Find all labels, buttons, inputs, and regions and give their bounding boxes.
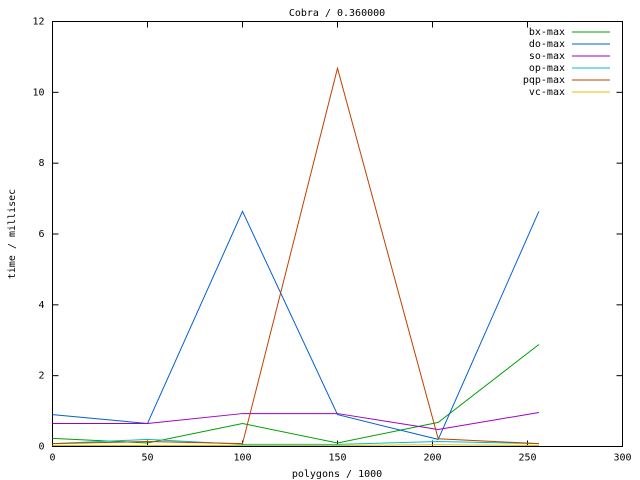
chart-title: Cobra / 0.360000 <box>289 8 385 19</box>
x-axis-label: polygons / 1000 <box>292 469 382 480</box>
y-tick-label: 8 <box>38 158 44 169</box>
series-line <box>52 412 539 431</box>
y-tick-label: 12 <box>32 17 44 28</box>
y-axis-label: time / millisec <box>7 189 18 279</box>
x-tick-label: 200 <box>423 453 441 464</box>
series-line <box>52 438 539 445</box>
y-tick-label: 0 <box>38 442 44 453</box>
legend-label: bx-max <box>529 27 565 38</box>
x-tick-label: 100 <box>233 453 251 464</box>
legend-label: do-max <box>529 39 565 50</box>
legend-label: so-max <box>529 51 565 62</box>
x-tick-label: 300 <box>613 453 631 464</box>
x-tick-label: 50 <box>141 453 153 464</box>
y-tick-label: 10 <box>32 87 44 98</box>
y-tick-label: 4 <box>38 300 44 311</box>
series-line <box>52 66 539 445</box>
legend-label: op-max <box>529 63 565 74</box>
x-tick-label: 150 <box>328 453 346 464</box>
legend-label: vc-max <box>529 87 565 98</box>
legend-label: pqp-max <box>523 75 565 86</box>
y-tick-label: 6 <box>38 229 44 240</box>
x-tick-label: 0 <box>49 453 55 464</box>
series-line <box>52 444 539 446</box>
series-line <box>52 210 540 441</box>
y-tick-label: 2 <box>38 371 44 382</box>
x-tick-label: 250 <box>518 453 536 464</box>
